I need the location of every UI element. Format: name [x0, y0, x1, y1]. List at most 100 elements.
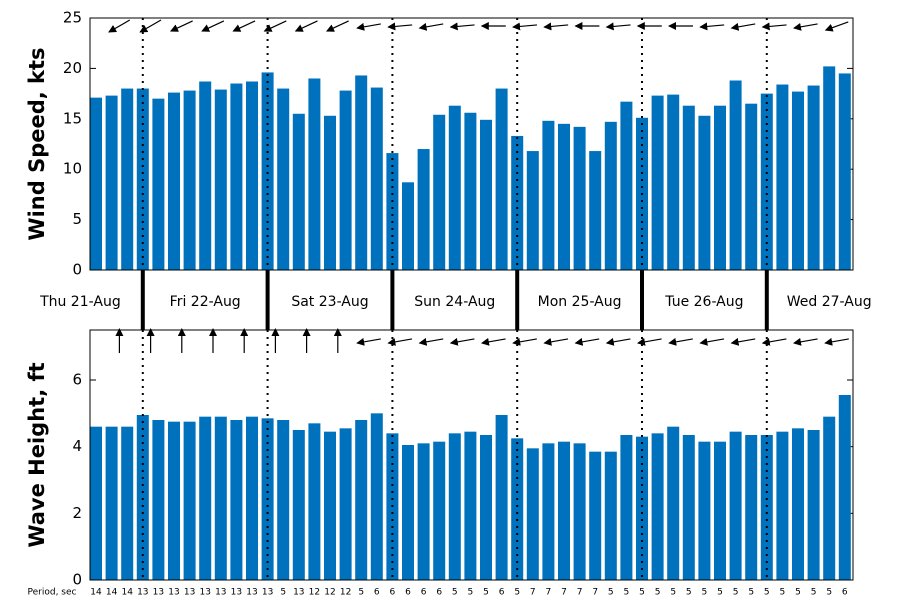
direction-arrow [574, 337, 600, 346]
bar [402, 445, 414, 580]
direction-arrow [139, 19, 162, 33]
bar [807, 85, 820, 270]
period-value: 5 [811, 588, 817, 598]
period-value: 5 [452, 588, 458, 598]
period-value: 5 [670, 588, 676, 598]
period-value: 13 [215, 588, 226, 598]
bar [729, 80, 742, 270]
y-tick-label: 4 [72, 437, 82, 455]
period-value: 6 [499, 588, 505, 598]
direction-arrow [543, 337, 569, 346]
period-value: 5 [733, 588, 739, 598]
bar [526, 151, 539, 270]
bar [136, 415, 149, 580]
bar [526, 448, 539, 580]
bar [511, 438, 524, 580]
direction-arrow [761, 337, 787, 346]
bar [433, 441, 446, 580]
direction-arrow [543, 22, 569, 31]
period-value: 7 [592, 588, 598, 598]
bar [604, 121, 617, 270]
direction-arrow [761, 22, 787, 31]
day-label: Mon 25-Aug [538, 294, 622, 310]
direction-arrow [668, 337, 693, 346]
bar [807, 430, 820, 580]
bar [292, 430, 305, 580]
direction-arrow [824, 21, 849, 32]
period-value: 5 [280, 588, 286, 598]
bar [339, 428, 352, 580]
y-tick-label: 10 [63, 160, 82, 178]
day-label: Thu 21-Aug [39, 294, 121, 310]
bar [823, 416, 836, 580]
direction-arrow [605, 22, 631, 31]
direction-arrow [792, 337, 818, 346]
bar [152, 98, 165, 270]
bar [386, 153, 399, 270]
direction-arrow [730, 337, 756, 346]
bar [760, 435, 773, 580]
bar [714, 441, 726, 580]
period-value: 13 [246, 588, 257, 598]
bar [776, 84, 789, 270]
bar [433, 114, 446, 270]
direction-arrow [356, 337, 381, 346]
period-value: 5 [748, 588, 754, 598]
bar [90, 426, 102, 580]
bar [339, 90, 352, 271]
bar [121, 426, 134, 580]
period-value: 5 [780, 588, 786, 598]
direction-arrow [449, 337, 475, 346]
direction-arrow [699, 337, 725, 346]
bar [308, 423, 321, 580]
period-value: 14 [90, 588, 102, 598]
period-value: 13 [262, 588, 273, 598]
y-tick-label: 15 [63, 109, 82, 127]
period-value: 5 [468, 588, 474, 598]
period-value: 13 [168, 588, 179, 598]
bar [480, 435, 492, 580]
bar [105, 95, 118, 270]
bar [620, 101, 633, 270]
bar [682, 105, 695, 270]
direction-arrow [387, 22, 413, 31]
direction-arrow [512, 22, 538, 31]
y-tick-label: 2 [72, 504, 82, 522]
direction-arrow [108, 19, 131, 33]
bar [651, 95, 664, 270]
bar [448, 105, 461, 270]
bar [620, 435, 633, 580]
bar [105, 426, 118, 580]
bar [277, 420, 290, 580]
period-value: 6 [436, 588, 442, 598]
bar [667, 426, 680, 580]
bar [511, 135, 524, 270]
direction-arrow [232, 20, 256, 32]
period-label: Period, sec [28, 588, 77, 598]
y-tick-label: 0 [72, 261, 82, 279]
bar [308, 78, 321, 270]
bar [355, 75, 368, 271]
bar [760, 93, 773, 270]
period-value: 5 [624, 588, 630, 598]
period-value: 13 [231, 588, 242, 598]
period-value: 5 [702, 588, 708, 598]
direction-arrow [418, 22, 444, 31]
y-tick-label: 6 [72, 371, 82, 389]
direction-arrow [294, 20, 318, 32]
period-value: 5 [358, 588, 364, 598]
period-value: 5 [655, 588, 661, 598]
bar [745, 435, 758, 580]
period-value: 5 [826, 588, 832, 598]
bar [604, 451, 617, 580]
period-value: 6 [405, 588, 411, 598]
period-value: 13 [199, 588, 210, 598]
period-value: 12 [324, 588, 335, 598]
bar [261, 72, 274, 270]
period-value: 13 [293, 588, 304, 598]
bar [542, 443, 555, 580]
period-value: 6 [842, 588, 848, 598]
bar [589, 151, 602, 270]
bar [355, 420, 368, 580]
